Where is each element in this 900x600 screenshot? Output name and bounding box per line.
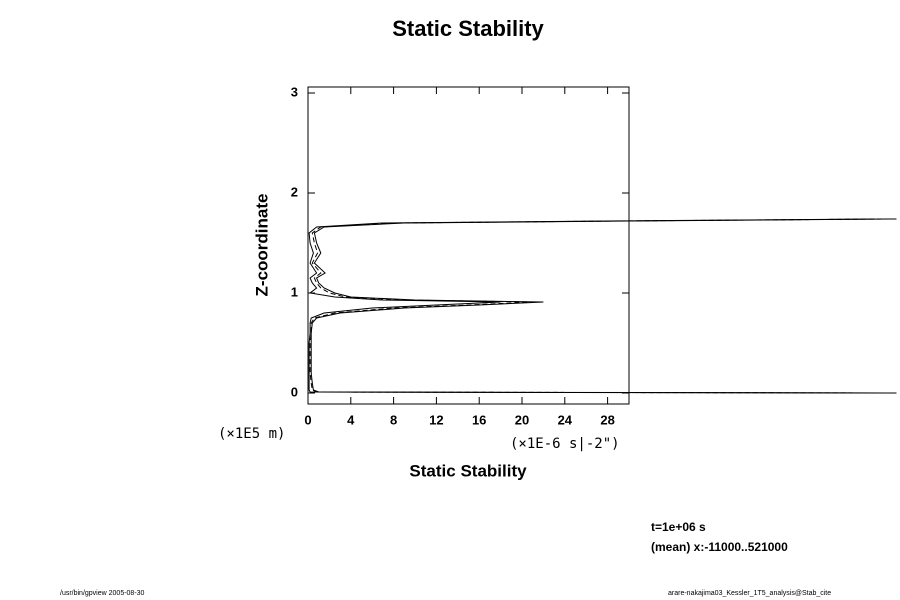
- y-tick-label: 0: [291, 384, 298, 399]
- x-axis-label: Static Stability: [409, 461, 527, 480]
- y-tick-label: 2: [291, 184, 298, 199]
- annotation: t=1e+06 s: [651, 520, 706, 534]
- x-tick-label: 4: [347, 412, 355, 427]
- plot-frame: [307, 86, 630, 405]
- x-tick-label: 24: [558, 412, 573, 427]
- profile-line: [308, 218, 876, 394]
- profile-line: [309, 218, 886, 394]
- footer: arare-nakajima03_Kessler_1T5_analysis@St…: [668, 590, 831, 597]
- y-tick-label: 3: [291, 84, 298, 99]
- x-tick-label: 0: [304, 412, 311, 427]
- y-tick-label: 1: [291, 284, 298, 299]
- y-axis-label: Z-coordinate: [252, 194, 271, 297]
- x-tick-label: 28: [600, 412, 614, 427]
- chart-title: Static Stability: [392, 16, 544, 41]
- x-tick-label: 12: [429, 412, 443, 427]
- footer: /usr/bin/gpview 2005-08-30: [60, 590, 145, 597]
- annotation: (mean) x:-11000..521000: [651, 540, 788, 554]
- y-units: (×1E5 m): [218, 426, 285, 442]
- x-units: (×1E-6 s|-2"): [510, 436, 620, 452]
- x-tick-label: 8: [390, 412, 397, 427]
- x-tick-label: 16: [472, 412, 486, 427]
- x-tick-label: 20: [515, 412, 529, 427]
- profile-line: [310, 218, 897, 394]
